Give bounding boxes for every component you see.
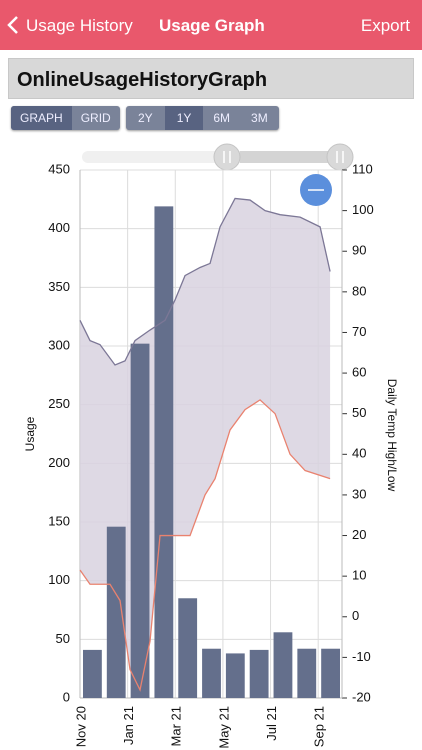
x-tick-label: Jan 21 [121, 706, 136, 745]
range-button[interactable]: 1Y [164, 106, 204, 130]
y-tick-label: 250 [48, 396, 70, 411]
slider-handle[interactable] [326, 143, 354, 171]
export-button[interactable]: Export [360, 16, 410, 35]
bar [154, 206, 174, 698]
slider-handle[interactable] [213, 143, 241, 171]
y2-tick-label: -20 [352, 689, 371, 704]
toggle-button[interactable]: GRID [80, 111, 111, 125]
bar [249, 649, 269, 698]
back-button[interactable]: Usage History [26, 16, 133, 35]
y-axis-title: Usage [23, 416, 37, 451]
back-icon[interactable] [6, 15, 20, 35]
y2-tick-label: 80 [352, 283, 366, 298]
range-button[interactable]: 3M [251, 111, 268, 125]
page-title: OnlineUsageHistoryGraph [17, 69, 268, 91]
y2-tick-label: -10 [352, 649, 371, 664]
plot-area: 0 50 100 150 200 250 300 350 400 450 -20 -10 0 10 20 30… [23, 161, 399, 748]
range-button[interactable]: 2Y [138, 111, 153, 125]
y2-tick-label: 50 [352, 405, 366, 420]
bar [273, 632, 293, 698]
handle-grip [336, 151, 344, 163]
bar [321, 648, 340, 698]
y-tick-label: 50 [56, 631, 70, 646]
range-toggle: 2Y 1Y 6M 3M [126, 106, 279, 130]
bar [130, 343, 150, 698]
y-tick-label: 350 [48, 279, 70, 294]
y-tick-label: 400 [48, 220, 70, 235]
x-tick-label: Mar 21 [169, 706, 184, 746]
handle-grip [223, 151, 231, 163]
bar [202, 648, 221, 698]
range-button[interactable]: 6M [213, 111, 231, 125]
bar [225, 653, 245, 698]
nav-title: Usage Graph [159, 16, 265, 35]
page-title-box: OnlineUsageHistoryGraph [8, 58, 414, 99]
bar [178, 598, 198, 698]
range-slider-selection [240, 151, 340, 163]
y-tick-label: 300 [48, 337, 70, 352]
temp-line [79, 399, 331, 692]
y2-tick-label: 70 [352, 324, 366, 339]
nav-bar: Usage History Usage Graph Export [0, 0, 422, 50]
y-tick-label: 100 [48, 572, 70, 587]
y2-tick-label: 90 [352, 243, 366, 258]
x-tick-label: Sep 21 [312, 706, 327, 747]
temp-line [79, 197, 331, 366]
y2-tick-label: 30 [352, 486, 366, 501]
x-tick-label: May 21 [216, 706, 231, 749]
y2-tick-label: 40 [352, 446, 366, 461]
bar [106, 526, 126, 698]
bar [297, 648, 317, 698]
y2-tick-label: 20 [352, 527, 366, 542]
y2-axis-title: Daily Temp High/Low [385, 379, 399, 492]
y-tick-label: 450 [48, 161, 70, 176]
y-tick-label: 0 [63, 689, 70, 704]
y2-tick-label: 10 [352, 568, 366, 583]
y2-tick-label: 100 [352, 202, 374, 217]
y2-tick-label: 60 [352, 365, 366, 380]
x-tick-label: Nov 20 [73, 706, 88, 747]
y2-tick-label: 0 [352, 608, 359, 623]
y-tick-label: 200 [48, 455, 70, 470]
toggle-button[interactable]: GRAPH [11, 106, 72, 130]
y-tick-label: 150 [48, 513, 70, 528]
y2-tick-label: 110 [352, 161, 373, 176]
view-toggle: GRAPH GRID [11, 106, 120, 130]
x-tick-label: Jul 21 [264, 706, 279, 741]
bar [83, 649, 102, 698]
